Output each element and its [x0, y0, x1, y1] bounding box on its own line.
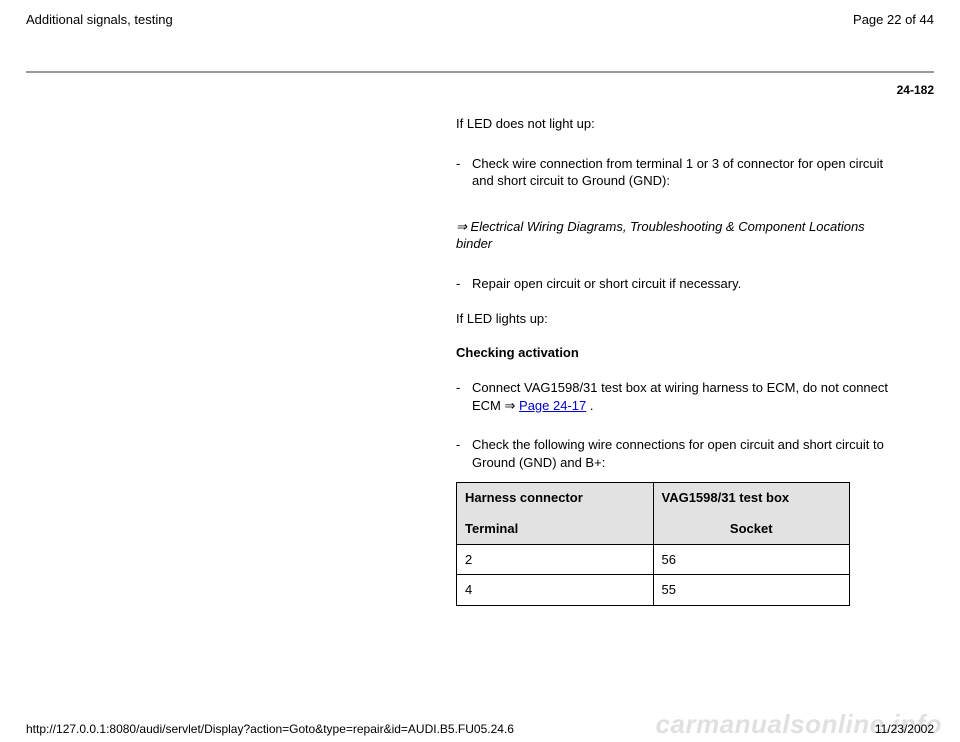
bullet-connect-testbox-text: Connect VAG1598/31 test box at wiring ha…: [472, 379, 896, 414]
para-led-not-light: If LED does not light up:: [456, 115, 896, 133]
para-led-lights-up: If LED lights up:: [456, 310, 896, 328]
cell-socket: 56: [653, 544, 850, 575]
arrow-icon: ⇒: [505, 398, 516, 413]
page-footer: http://127.0.0.1:8080/audi/servlet/Displ…: [26, 722, 934, 736]
th-testbox: VAG1598/31 test box Socket: [653, 482, 850, 544]
dash-icon: -: [456, 275, 472, 293]
bullet3-text-b: .: [586, 398, 593, 413]
bullet-connect-testbox: - Connect VAG1598/31 test box at wiring …: [456, 379, 896, 414]
content-column: If LED does not light up: - Check wire c…: [456, 115, 896, 606]
heading-checking-activation: Checking activation: [456, 344, 896, 362]
reference-binder: ⇒ Electrical Wiring Diagrams, Troublesho…: [456, 218, 896, 253]
dash-icon: -: [456, 155, 472, 190]
arrow-icon: ⇒: [456, 219, 467, 234]
th-harness-connector-label: Harness connector: [465, 490, 583, 505]
cell-terminal: 4: [457, 575, 654, 606]
wiring-table: Harness connector Terminal VAG1598/31 te…: [456, 482, 850, 606]
bullet-check-wire-text: Check wire connection from terminal 1 or…: [472, 155, 896, 190]
footer-url: http://127.0.0.1:8080/audi/servlet/Displ…: [26, 722, 514, 736]
table-row: 2 56: [457, 544, 850, 575]
table-header-row: Harness connector Terminal VAG1598/31 te…: [457, 482, 850, 544]
th-socket-label: Socket: [662, 520, 842, 538]
th-testbox-label: VAG1598/31 test box: [662, 489, 842, 507]
reference-binder-text: Electrical Wiring Diagrams, Troubleshoot…: [456, 219, 865, 252]
cell-socket: 55: [653, 575, 850, 606]
header-rule: [26, 71, 934, 73]
header-title: Additional signals, testing: [26, 12, 173, 27]
page-root: Additional signals, testing Page 22 of 4…: [0, 0, 960, 742]
bullet-check-wire: - Check wire connection from terminal 1 …: [456, 155, 896, 190]
bullet-repair: - Repair open circuit or short circuit i…: [456, 275, 896, 293]
bullet-check-connections: - Check the following wire connections f…: [456, 436, 896, 471]
th-terminal-label: Terminal: [465, 520, 645, 538]
cell-terminal: 2: [457, 544, 654, 575]
bullet-check-connections-text: Check the following wire connections for…: [472, 436, 896, 471]
header-page-indicator: Page 22 of 44: [853, 12, 934, 27]
page-number: 24-182: [26, 83, 934, 97]
table-row: 4 55: [457, 575, 850, 606]
th-harness-connector: Harness connector Terminal: [457, 482, 654, 544]
page-header: Additional signals, testing Page 22 of 4…: [26, 12, 934, 27]
dash-icon: -: [456, 379, 472, 414]
dash-icon: -: [456, 436, 472, 471]
footer-date: 11/23/2002: [875, 722, 934, 736]
link-page-24-17[interactable]: Page 24-17: [519, 398, 586, 413]
bullet-repair-text: Repair open circuit or short circuit if …: [472, 275, 896, 293]
